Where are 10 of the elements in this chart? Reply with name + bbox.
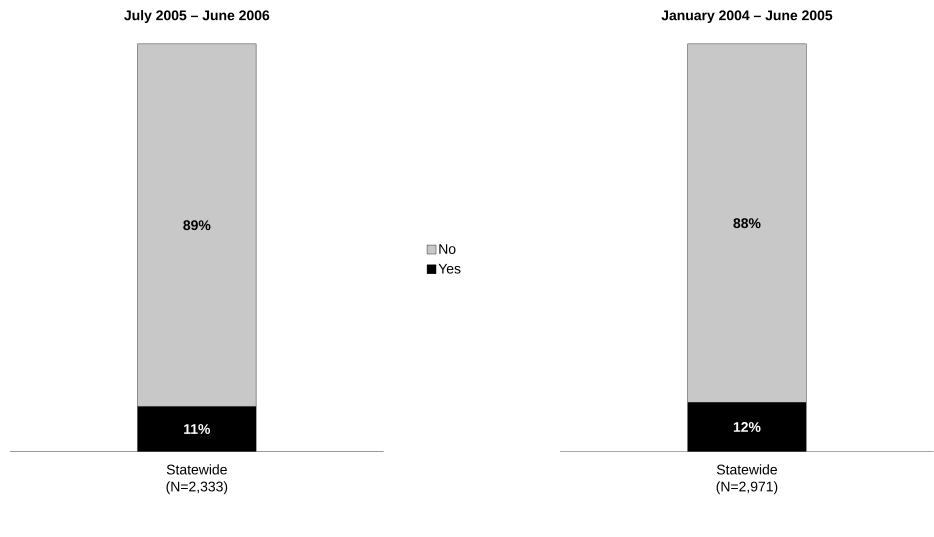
data-label: 11% xyxy=(184,424,210,434)
legend-label: Yes xyxy=(438,264,460,274)
chart-title: January 2004 – June 2005 xyxy=(661,10,832,23)
legend-label: No xyxy=(439,244,456,254)
x-tick-label: Statewide (N=2,971) xyxy=(716,464,778,494)
data-label: 88% xyxy=(733,218,761,228)
x-tick-label: Statewide (N=2,333) xyxy=(166,464,228,494)
data-label: 89% xyxy=(183,220,210,230)
data-label: 12% xyxy=(734,422,761,432)
chart-title: July 2005 – June 2006 xyxy=(124,10,270,23)
